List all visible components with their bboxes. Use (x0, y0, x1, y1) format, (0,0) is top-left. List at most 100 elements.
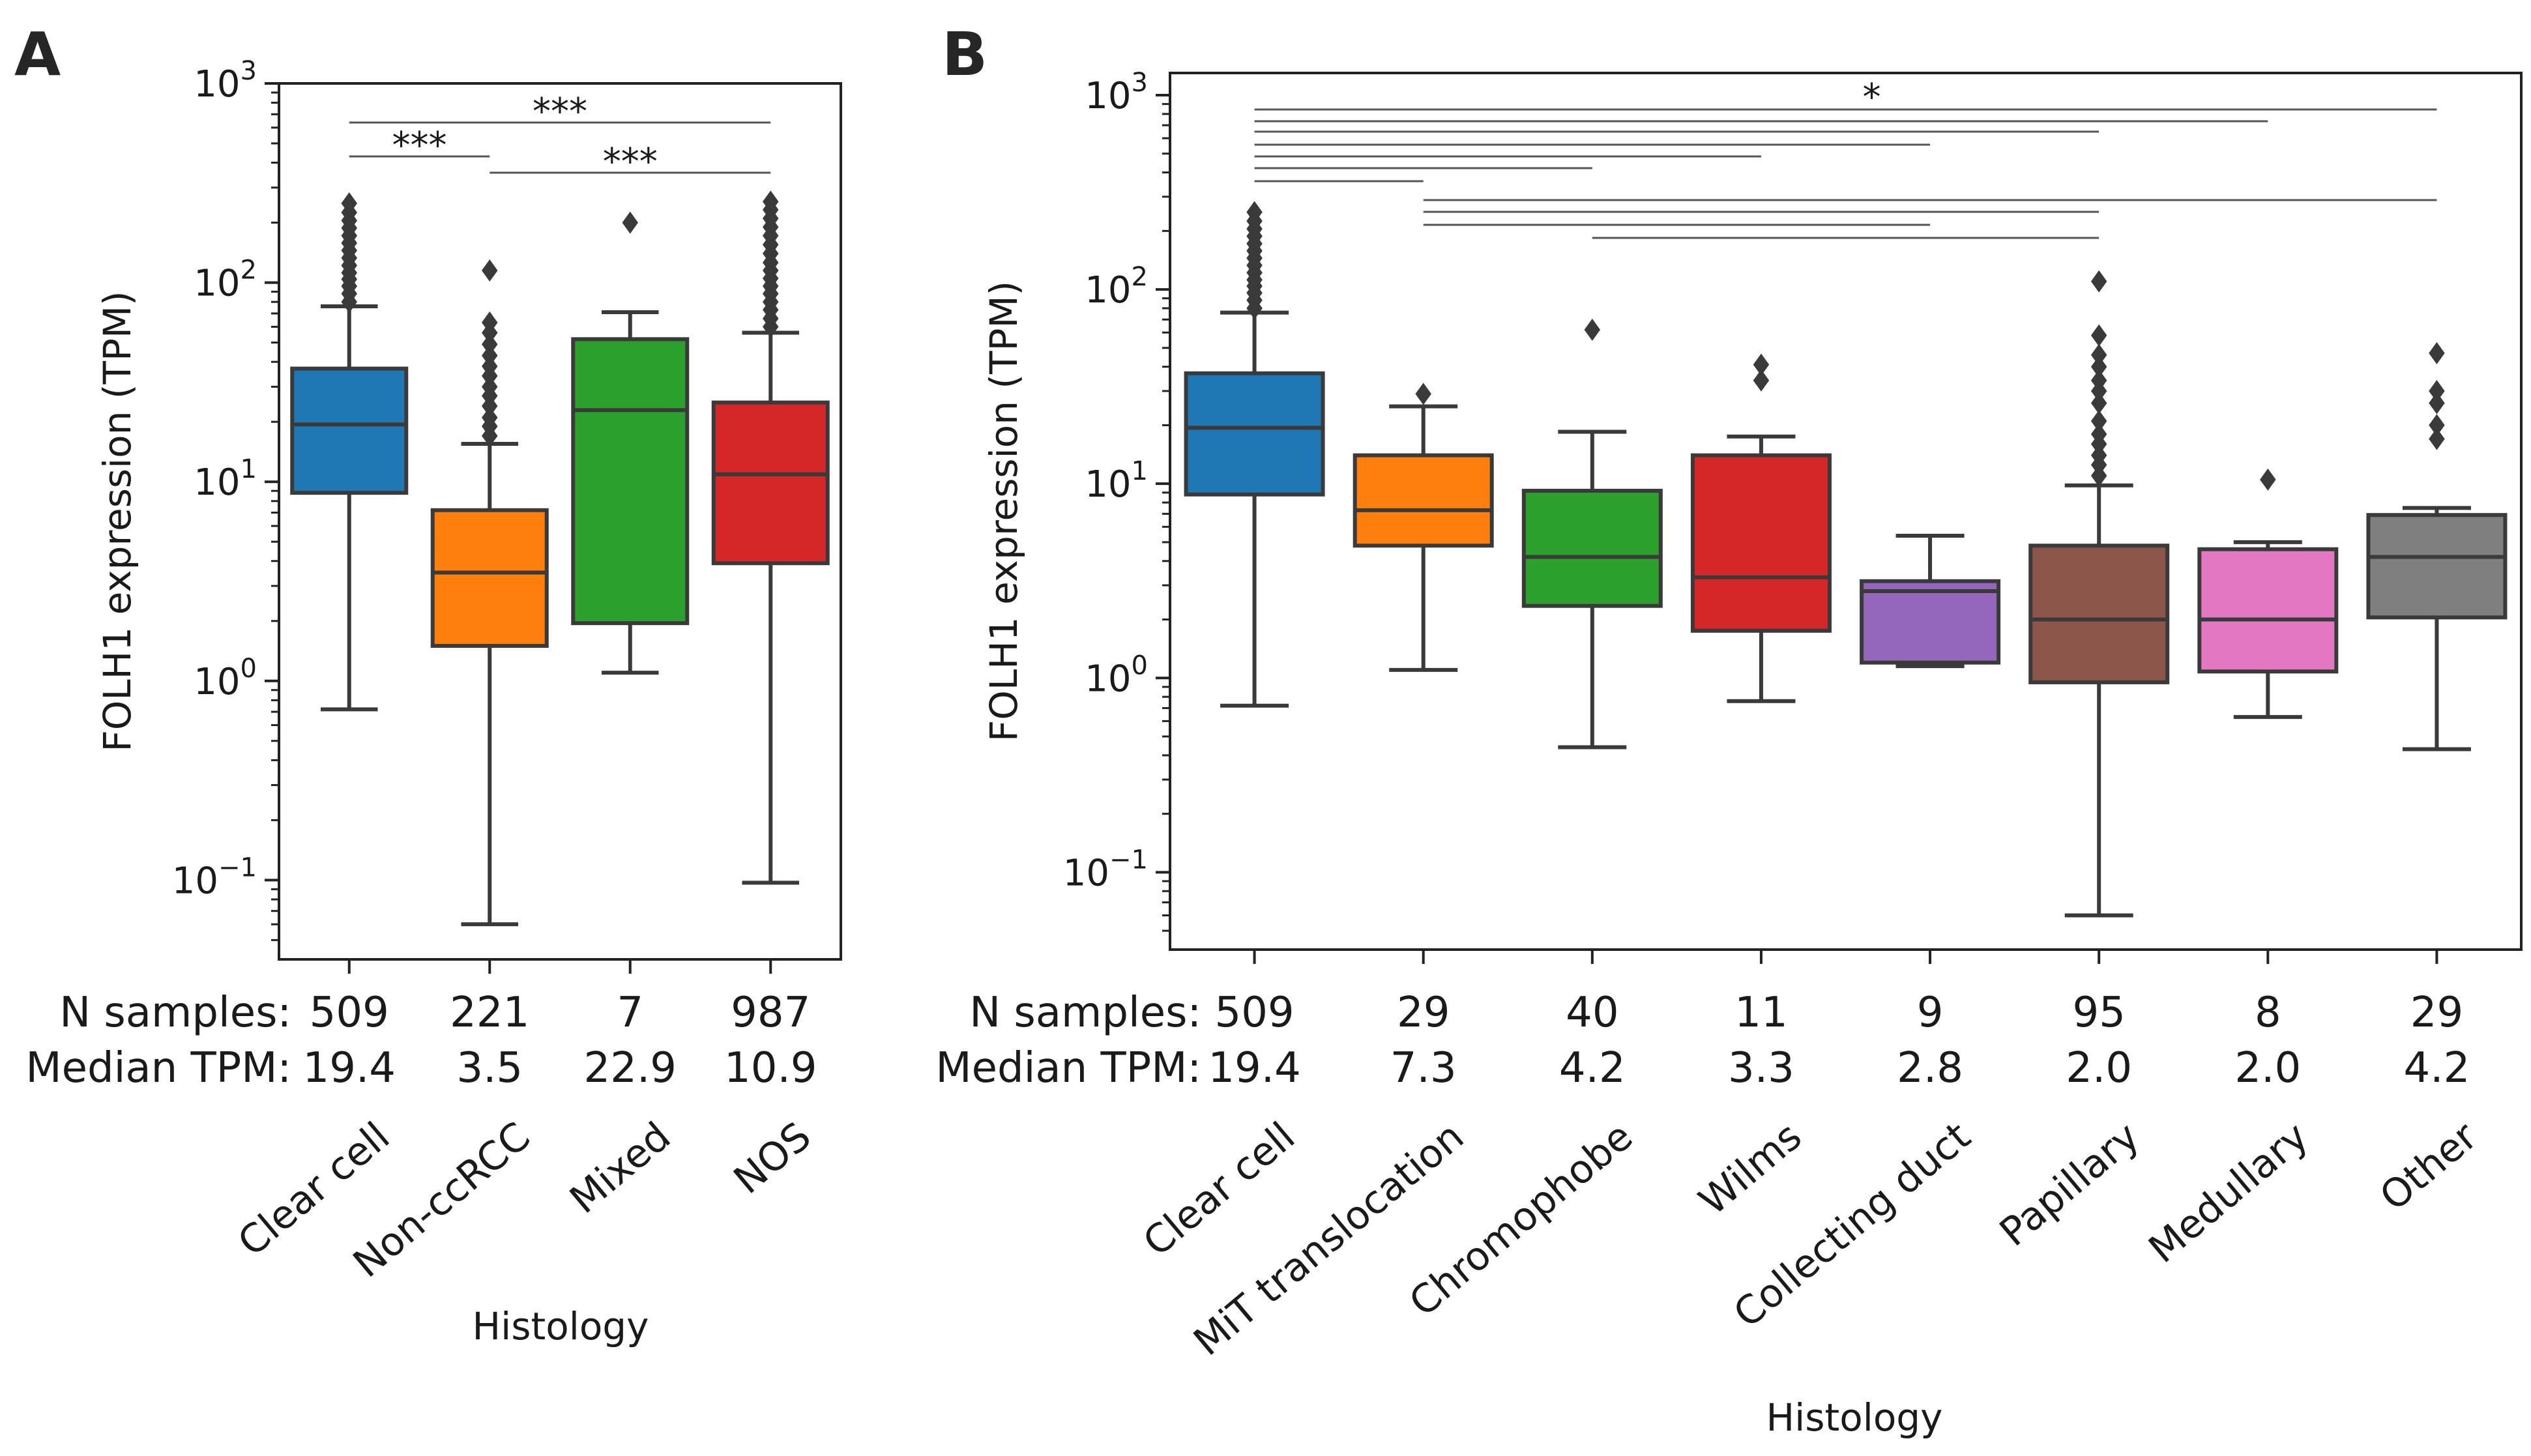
y-tick-base: 10 (1085, 269, 1131, 312)
y-tick-exponent: 2 (1132, 262, 1148, 292)
y-tick-label: 102 (194, 255, 257, 305)
outlier-point (2429, 379, 2445, 402)
box-iqr (711, 400, 830, 566)
outlier-point (2090, 343, 2107, 366)
category-label: Medullary (2141, 1114, 2317, 1272)
x-axis-ticks-a (347, 959, 772, 974)
box-series-a (290, 190, 830, 927)
box-chromophobe (1521, 318, 1663, 750)
n-samples-value: 95 (2072, 989, 2125, 1037)
y-tick-base: 10 (194, 263, 240, 305)
y-tick-label: 101 (1085, 456, 1148, 506)
box-iqr (1690, 453, 1832, 633)
n-samples-value: 509 (310, 989, 389, 1037)
n-samples-value: 40 (1566, 989, 1618, 1037)
outlier-point (2429, 428, 2445, 450)
median-tpm-value: 2.8 (1897, 1044, 1963, 1092)
median-tpm-value: 7.3 (1390, 1044, 1457, 1092)
panel-label-a: A (14, 20, 61, 89)
n-samples-value: 11 (1734, 989, 1787, 1037)
y-tick-base: 10 (194, 63, 240, 106)
plot-frame-b (1169, 72, 2523, 951)
y-tick-label: 103 (1085, 68, 1148, 117)
y-tick-exponent: 0 (1132, 650, 1148, 680)
outlier-point (1753, 369, 1770, 392)
outlier-point (482, 333, 498, 356)
y-tick-label: 10−1 (172, 852, 257, 902)
y-axis-title-a: FOLH1 expression (TPM) (95, 291, 139, 751)
outlier-point (2429, 342, 2445, 364)
median-tpm-value: 4.2 (1559, 1044, 1626, 1092)
y-tick-exponent: 1 (1132, 456, 1148, 486)
outlier-point (482, 406, 498, 429)
outlier-point (622, 211, 638, 234)
box-iqr (290, 366, 409, 495)
category-label: Papillary (1991, 1114, 2148, 1256)
box-iqr (2366, 513, 2508, 620)
outlier-point (1584, 318, 1601, 341)
box-clear-cell (1184, 201, 1325, 708)
box-collecting-duct (1860, 533, 2001, 669)
y-tick-label: 100 (194, 654, 257, 703)
box-iqr (1860, 579, 2001, 665)
outlier-point (2429, 414, 2445, 437)
y-tick-base: 10 (1085, 658, 1131, 700)
significance-label: *** (603, 141, 658, 183)
y-tick-exponent: 1 (241, 454, 257, 484)
outlier-point (482, 259, 498, 282)
outlier-point (1415, 383, 1431, 405)
y-tick-label: 10−1 (1063, 845, 1148, 894)
y-tick-label: 101 (194, 454, 257, 504)
n-samples-value: 29 (1397, 989, 1450, 1037)
median-tpm-value: 3.5 (456, 1044, 523, 1092)
outlier-point (1753, 353, 1770, 376)
y-tick-base: 10 (1085, 463, 1131, 506)
y-tick-base: 10 (194, 661, 240, 703)
median-tpm-value: 4.2 (2404, 1044, 2470, 1092)
n-samples-label-b: N samples: (969, 989, 1201, 1037)
y-tick-exponent: 3 (241, 56, 257, 86)
outlier-point (482, 311, 498, 334)
outlier-point (482, 344, 498, 367)
outlier-point (2090, 410, 2107, 433)
significance-label: *** (392, 124, 447, 167)
outlier-point (341, 192, 357, 214)
n-samples-value: 987 (731, 989, 810, 1037)
box-medullary (2197, 468, 2339, 720)
median-tpm-value: 19.4 (1208, 1044, 1301, 1092)
box-iqr (430, 508, 549, 648)
significance-brackets-b (1254, 108, 2437, 239)
n-samples-value: 29 (2410, 989, 2463, 1037)
box-papillary (2028, 270, 2170, 918)
significance-label: *** (533, 91, 587, 133)
outlier-point (2090, 444, 2107, 467)
outlier-point (2429, 392, 2445, 415)
n-samples-value: 221 (450, 989, 529, 1037)
median-tpm-value: 19.4 (303, 1044, 396, 1092)
panel-label-b: B (942, 20, 988, 89)
outlier-point (2090, 392, 2107, 415)
n-samples-value: 9 (1917, 989, 1944, 1037)
y-tick-label: 100 (1085, 650, 1148, 700)
box-iqr (2197, 547, 2339, 674)
outlier-point (2260, 468, 2276, 491)
box-series-b (1184, 201, 2508, 918)
median-tpm-label-a: Median TPM: (25, 1044, 291, 1092)
box-wilms (1690, 353, 1832, 703)
y-tick-base: 10 (1063, 852, 1109, 894)
stats-table-a: 509 19.4 221 3.5 7 22.9 987 10.9 (303, 989, 817, 1092)
box-iqr (571, 337, 690, 626)
y-tick-label: 103 (194, 56, 257, 106)
median-tpm-label-b: Median TPM: (935, 1044, 1201, 1092)
outlier-point (2090, 324, 2107, 347)
box-mixed (571, 211, 690, 675)
stats-table-b: 509 19.4 29 7.3 40 4.2 11 3.3 9 2.8 95 2.0 8 2.0 29 4.2 (1208, 989, 2470, 1092)
box-other (2366, 342, 2508, 751)
y-tick-label: 102 (1085, 262, 1148, 312)
